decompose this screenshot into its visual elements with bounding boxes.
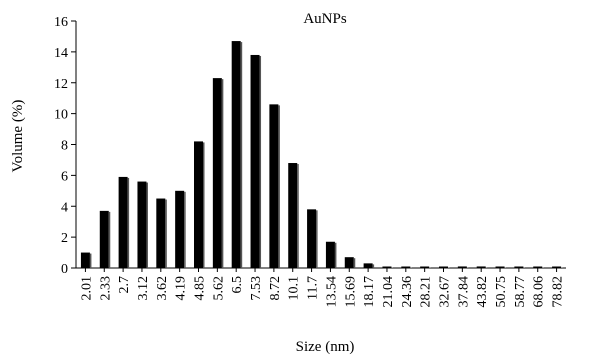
x-tick-label: 2.33 xyxy=(98,276,113,301)
bar-depth xyxy=(523,267,525,268)
bar xyxy=(552,266,562,268)
bar xyxy=(175,190,185,268)
bar xyxy=(476,266,486,268)
bar-depth xyxy=(259,55,262,269)
bar xyxy=(212,78,222,269)
x-tick-label: 21.04 xyxy=(381,276,396,308)
x-tick-label: 3.12 xyxy=(136,276,151,301)
x-tick-label: 50.75 xyxy=(494,276,509,308)
bar-depth xyxy=(334,242,337,268)
y-tick-label: 8 xyxy=(61,139,68,154)
x-tick-label: 3.62 xyxy=(155,276,170,301)
x-tick-label: 32.67 xyxy=(438,276,453,308)
bar-depth xyxy=(240,42,243,268)
x-tick-label: 5.62 xyxy=(211,276,226,301)
bar-depth xyxy=(184,191,186,268)
x-tick-label: 7.53 xyxy=(249,276,264,301)
x-tick-label: 78.82 xyxy=(551,276,566,308)
bar xyxy=(269,104,279,268)
bar-depth xyxy=(146,182,148,268)
y-axis-title: Volume (%) xyxy=(10,100,26,173)
bar xyxy=(307,209,317,268)
bars xyxy=(80,41,563,269)
bar xyxy=(99,210,109,268)
y-axis: 0 2 4 6 8 10 12 14 16 xyxy=(54,15,77,277)
x-tick-label: 4.19 xyxy=(174,276,189,301)
bar-depth xyxy=(353,258,356,268)
y-tick-label: 6 xyxy=(61,169,68,184)
bar xyxy=(137,181,147,268)
bar-depth xyxy=(316,210,318,268)
bar xyxy=(420,266,430,268)
bar xyxy=(382,266,392,268)
x-tick-label: 2.01 xyxy=(79,276,94,301)
y-tick-label: 16 xyxy=(54,15,68,30)
bar xyxy=(344,257,354,268)
x-tick-label: 58.77 xyxy=(513,276,528,308)
bar-depth xyxy=(278,105,280,268)
x-tick-label: 2.7 xyxy=(117,276,132,294)
x-tick-label: 37.84 xyxy=(456,276,471,308)
y-tick-label: 0 xyxy=(61,262,68,277)
bar-depth xyxy=(372,264,375,268)
x-tick-label: 28.21 xyxy=(419,276,434,308)
bar-depth xyxy=(127,177,130,268)
bar-depth xyxy=(448,267,450,268)
x-axis-title: Size (nm) xyxy=(296,339,355,355)
bar-depth xyxy=(165,199,167,268)
x-tick-label: 10.1 xyxy=(287,276,302,301)
bar xyxy=(514,266,524,268)
bar xyxy=(401,266,411,268)
bar xyxy=(533,266,543,268)
bar xyxy=(288,163,298,268)
x-tick-label: 24.36 xyxy=(400,276,415,308)
y-tick-label: 14 xyxy=(54,46,68,61)
x-tick-label: 43.82 xyxy=(475,276,490,308)
bar-depth xyxy=(542,267,544,268)
bar xyxy=(250,54,260,269)
x-tick-label: 15.69 xyxy=(343,276,358,308)
bar xyxy=(363,263,373,268)
bar-depth xyxy=(429,267,431,268)
bar-depth xyxy=(89,253,92,268)
x-tick-label: 8.72 xyxy=(268,276,283,301)
bar-depth xyxy=(221,79,224,269)
x-axis: 2.01 2.33 2.7 3.12 3.62 4.19 4.85 5.62 6.5 7.53 8.… xyxy=(76,267,566,308)
x-tick-label: 6.5 xyxy=(230,276,245,294)
y-tick-label: 12 xyxy=(54,77,68,92)
x-tick-label: 13.54 xyxy=(324,276,339,308)
chart-title: AuNPs xyxy=(303,11,347,27)
bar xyxy=(325,241,335,268)
x-tick-label: 68.06 xyxy=(532,276,547,308)
bar-depth xyxy=(504,267,507,268)
bar xyxy=(231,41,241,268)
bar-depth xyxy=(485,267,488,268)
bar xyxy=(495,266,505,268)
bar xyxy=(439,266,448,268)
bar-depth xyxy=(466,267,469,268)
bar-depth xyxy=(391,267,393,268)
bar-depth xyxy=(203,142,205,268)
x-tick-label: 11.7 xyxy=(306,276,321,300)
bar xyxy=(80,252,90,268)
x-tick-label: 4.85 xyxy=(193,276,208,301)
bar xyxy=(118,176,128,268)
bar-depth xyxy=(297,164,299,268)
bar-depth xyxy=(561,267,563,268)
bar xyxy=(194,141,203,268)
y-tick-label: 4 xyxy=(61,200,68,215)
bar xyxy=(457,266,467,268)
bar-depth xyxy=(410,267,412,268)
y-tick-label: 2 xyxy=(61,231,68,246)
bar xyxy=(156,198,166,268)
x-tick-label: 18.17 xyxy=(362,276,377,308)
bar-depth xyxy=(108,211,111,268)
y-tick-label: 10 xyxy=(54,108,68,123)
